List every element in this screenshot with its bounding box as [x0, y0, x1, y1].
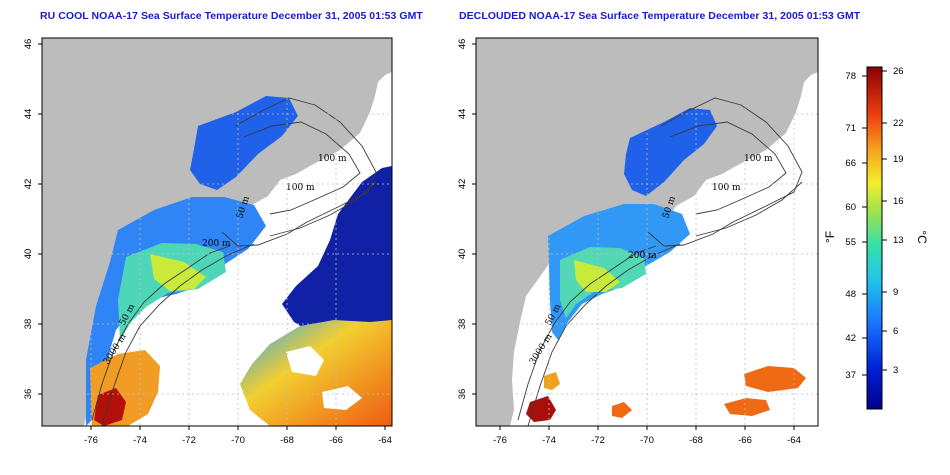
- left-map-frame: [41, 37, 393, 427]
- right-offshore-warm-sst-3: [612, 402, 632, 418]
- right-y-tick-6: 36: [457, 389, 468, 400]
- left-x-tick-6: -66: [329, 435, 343, 446]
- left-y-tick-5: 38: [23, 319, 34, 330]
- left-y-tick-4: 40: [23, 249, 34, 260]
- left-x-tick-3: -72: [182, 435, 196, 446]
- right-bathymetry-contours: [517, 97, 803, 426]
- left-contour-label-1: 100 m: [318, 154, 347, 164]
- right-panel-title: DECLOUDED NOAA-17 Sea Surface Temperatur…: [459, 10, 861, 22]
- right-x-tick-3: -72: [591, 435, 605, 446]
- left-x-tick-7: -64: [378, 435, 392, 446]
- right-x-tick-2: -74: [542, 435, 556, 446]
- celsius-tick-4: 16: [893, 196, 904, 207]
- right-x-tick-4: -70: [640, 435, 654, 446]
- right-offshore-warm-sst-2: [724, 398, 770, 416]
- right-y-tick-3: 42: [457, 179, 468, 190]
- left-southern-hot-sst: [94, 388, 126, 426]
- celsius-tick-8: 3: [893, 365, 898, 376]
- right-y-tick-4: 40: [457, 249, 468, 260]
- celsius-tick-6: 9: [893, 287, 898, 298]
- left-gulf-of-maine-sst: [190, 96, 298, 190]
- fahrenheit-tick-5: 55: [845, 237, 856, 248]
- left-x-tick-labels: -76 -74 -72 -70 -68 -66 -64: [84, 435, 392, 446]
- right-x-tick-7: -64: [787, 435, 801, 446]
- celsius-tick-7: 6: [893, 326, 898, 337]
- celsius-tick-1: 26: [893, 66, 904, 77]
- right-y-tick-5: 38: [457, 319, 468, 330]
- colorbar-ticks: [862, 70, 887, 376]
- right-grid: [476, 38, 818, 426]
- right-contour-label-2: 100 m: [712, 183, 741, 193]
- fahrenheit-tick-4: 60: [845, 202, 856, 213]
- right-map-panel: 100 m 100 m 50 m 200 m 50 m 3000 m -76 -…: [457, 37, 819, 446]
- temperature-colorbar: 78 71 66 60 55 48 42 37 26 22 19 16 13 9…: [823, 66, 929, 410]
- left-grid: [42, 38, 392, 426]
- left-offshore-cold-sst: [282, 166, 392, 350]
- fahrenheit-tick-3: 66: [845, 158, 856, 169]
- left-x-tick-5: -68: [280, 435, 294, 446]
- left-y-tick-1: 46: [23, 39, 34, 50]
- left-panel-title: RU COOL NOAA-17 Sea Surface Temperature …: [40, 10, 423, 22]
- fahrenheit-tick-6: 48: [845, 289, 856, 300]
- left-bathymetry-contours: [91, 97, 377, 426]
- celsius-tick-2: 22: [893, 118, 904, 129]
- colorbar-fahrenheit-labels: 78 71 66 60 55 48 42 37: [845, 71, 856, 381]
- left-scattered-cloud-gap-1: [286, 346, 324, 376]
- colorbar-scale: [866, 66, 883, 410]
- right-y-tick-labels: 46 44 42 40 38 36: [457, 39, 468, 400]
- left-y-tick-6: 36: [23, 389, 34, 400]
- right-contour-label-1: 100 m: [744, 154, 773, 164]
- fahrenheit-tick-1: 78: [845, 71, 856, 82]
- right-y-tick-1: 46: [457, 39, 468, 50]
- left-slope-warm-sst: [150, 254, 206, 291]
- right-x-tick-6: -66: [738, 435, 752, 446]
- left-contour-label-2: 100 m: [286, 183, 315, 193]
- left-x-tick-2: -74: [133, 435, 147, 446]
- right-southern-warm-sst: [544, 372, 560, 390]
- left-y-tick-2: 44: [23, 109, 34, 120]
- fahrenheit-tick-2: 71: [845, 123, 856, 134]
- fahrenheit-tick-7: 42: [845, 333, 856, 344]
- right-offshore-warm-sst-1: [744, 366, 806, 392]
- fahrenheit-tick-8: 37: [845, 370, 856, 381]
- left-x-tick-4: -70: [231, 435, 245, 446]
- left-x-tick-1: -76: [84, 435, 98, 446]
- left-ticks: [38, 43, 386, 430]
- right-y-tick-2: 44: [457, 109, 468, 120]
- left-contour-label-4: 200 m: [202, 239, 231, 249]
- fahrenheit-unit-label: °F: [823, 231, 837, 243]
- right-contour-label-4: 200 m: [628, 251, 657, 261]
- left-shelf-band-sst: [118, 243, 226, 340]
- colorbar-celsius-labels: 26 22 19 16 13 9 6 3: [893, 66, 904, 376]
- left-y-tick-3: 42: [23, 179, 34, 190]
- right-x-tick-labels: -76 -74 -72 -70 -68 -66 -64: [493, 435, 801, 446]
- celsius-unit-label: °C: [915, 230, 929, 244]
- left-map-panel: 100 m 100 m 50 m 200 m 50 m 3000 m -76 -…: [23, 37, 393, 446]
- right-x-tick-5: -68: [689, 435, 703, 446]
- left-scattered-cloud-gap-2: [322, 386, 362, 410]
- right-ticks: [472, 43, 795, 430]
- celsius-tick-3: 19: [893, 154, 904, 165]
- right-southern-hot-sst: [526, 396, 556, 422]
- left-y-tick-labels: 46 44 42 40 38 36: [23, 39, 34, 400]
- celsius-tick-5: 13: [893, 235, 904, 246]
- right-x-tick-1: -76: [493, 435, 507, 446]
